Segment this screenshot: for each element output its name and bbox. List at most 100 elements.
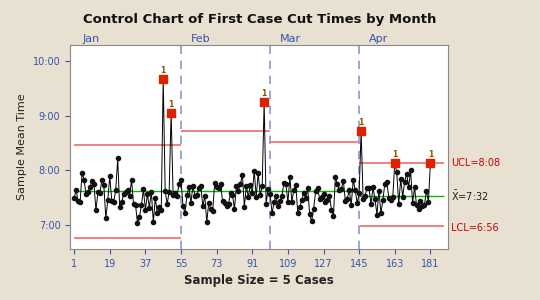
Point <box>105 174 114 179</box>
Point <box>321 200 330 205</box>
Point <box>102 216 110 221</box>
Point <box>90 182 98 186</box>
Point <box>359 196 367 201</box>
Point <box>275 199 284 203</box>
Point <box>153 211 161 215</box>
Point <box>313 185 322 190</box>
Point <box>375 188 383 193</box>
Text: $\bar{\rm X}$=7:32: $\bar{\rm X}$=7:32 <box>451 188 489 203</box>
Point <box>379 197 387 202</box>
Point <box>376 211 385 216</box>
Text: Jan: Jan <box>82 34 99 44</box>
Point <box>205 201 213 206</box>
Point <box>194 185 203 190</box>
Point <box>149 220 158 225</box>
Point <box>159 77 167 82</box>
Point <box>92 208 100 213</box>
Point <box>185 184 193 189</box>
Text: 1: 1 <box>359 118 364 127</box>
Point <box>254 170 262 175</box>
Point <box>96 190 104 195</box>
Point <box>262 202 271 206</box>
Point <box>269 200 278 204</box>
Point <box>72 188 80 193</box>
Point <box>422 188 431 193</box>
Point <box>197 183 205 188</box>
Point <box>93 190 102 195</box>
Point <box>315 196 324 201</box>
Point <box>133 220 142 225</box>
Point <box>122 190 130 194</box>
Point <box>157 208 166 213</box>
Text: 1: 1 <box>160 67 166 76</box>
Text: Mar: Mar <box>280 34 301 44</box>
Point <box>309 206 318 211</box>
Point <box>127 178 136 183</box>
Point <box>125 193 134 198</box>
Point <box>278 194 286 198</box>
Point <box>238 172 247 177</box>
Point <box>98 178 106 182</box>
Point <box>84 190 92 195</box>
Point <box>363 185 372 190</box>
Text: UCL=8:08: UCL=8:08 <box>451 158 501 168</box>
Point <box>412 203 421 208</box>
Text: 1: 1 <box>168 100 174 109</box>
Point <box>293 211 302 216</box>
Point <box>319 192 328 197</box>
Point <box>305 212 314 217</box>
Point <box>426 160 435 165</box>
Point <box>129 201 138 206</box>
Point <box>408 201 417 206</box>
Point <box>370 196 379 201</box>
Point <box>364 186 373 191</box>
Point <box>327 207 336 212</box>
Point <box>274 204 282 208</box>
Point <box>280 181 288 185</box>
Point <box>208 208 217 213</box>
Point <box>171 190 179 195</box>
Point <box>416 199 425 203</box>
Point <box>135 214 144 219</box>
Point <box>217 182 225 187</box>
Point <box>177 178 185 183</box>
Point <box>286 175 294 180</box>
Point <box>123 187 132 192</box>
Point <box>137 203 146 208</box>
Point <box>396 177 405 182</box>
Point <box>331 174 340 179</box>
Point <box>287 199 296 204</box>
Point <box>206 207 215 212</box>
Point <box>117 200 126 205</box>
Point <box>232 184 241 189</box>
Point <box>78 171 86 176</box>
Text: Apr: Apr <box>369 34 388 44</box>
Point <box>307 219 316 224</box>
Point <box>335 188 343 193</box>
Point <box>167 111 176 116</box>
Point <box>382 179 391 184</box>
Point <box>400 179 409 184</box>
Point <box>301 195 310 200</box>
Text: LCL=6:56: LCL=6:56 <box>451 223 499 233</box>
Point <box>240 205 249 209</box>
Point <box>373 212 381 217</box>
Point <box>226 190 235 195</box>
Point <box>266 191 274 196</box>
Point <box>341 198 349 203</box>
Point <box>311 189 320 194</box>
Text: 1: 1 <box>261 89 267 98</box>
Point <box>303 185 312 190</box>
Point <box>163 202 172 206</box>
X-axis label: Sample Size = 5 Cases: Sample Size = 5 Cases <box>184 274 334 287</box>
Point <box>418 204 427 208</box>
Point <box>183 193 191 198</box>
Point <box>381 181 389 186</box>
Point <box>289 188 298 193</box>
Point <box>414 207 423 212</box>
Point <box>211 181 219 186</box>
Point <box>248 191 256 196</box>
Point <box>199 204 207 209</box>
Point <box>357 129 366 134</box>
Point <box>250 168 259 173</box>
